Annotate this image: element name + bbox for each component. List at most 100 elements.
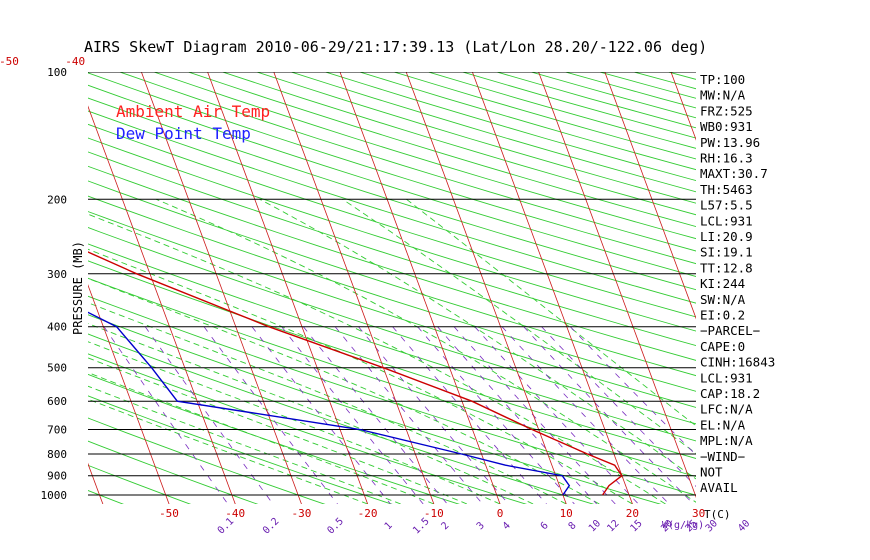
dry-adiabat — [88, 373, 460, 504]
bottom-temp-tick-label: -30 — [291, 507, 311, 520]
index-entry: LCL:931 — [700, 213, 753, 228]
dry-adiabat — [88, 417, 326, 504]
index-entry: LCL:931 — [700, 370, 753, 385]
chart-title: AIRS SkewT Diagram 2010-06-29/21:17:39.1… — [84, 38, 707, 56]
moist-adiabat — [88, 213, 666, 504]
stability-indices-panel: TP:100MW:N/AFRZ:525WB0:931PW:13.96RH:16.… — [700, 72, 775, 495]
mixing-ratio-tick-label: 12 — [605, 518, 621, 534]
index-entry: LI:20.9 — [700, 229, 753, 244]
mixing-ratio-line — [358, 326, 509, 504]
dry-adiabat — [563, 72, 696, 109]
moist-adiabat — [88, 341, 501, 504]
mixing-ratio-line — [474, 326, 639, 504]
mixing-ratio-unit: W(g/kg) — [662, 520, 704, 531]
dry-adiabat — [426, 72, 696, 149]
dry-adiabat — [88, 395, 393, 504]
dry-adiabat — [847, 0, 870, 513]
index-entry: AVAIL — [700, 480, 738, 495]
ambient-temp-line — [88, 251, 623, 496]
index-entry: CAP:18.2 — [700, 386, 760, 401]
pressure-tick-label: 200 — [47, 193, 67, 206]
isobars — [88, 72, 696, 496]
dry-adiabats — [0, 0, 870, 513]
index-entry: NOT — [700, 465, 723, 480]
dry-adiabat — [640, 0, 870, 513]
dry-adiabat — [88, 110, 696, 304]
moist-adiabat — [88, 277, 600, 504]
dry-adiabat — [88, 151, 696, 347]
mixing-ratio-line — [251, 326, 391, 504]
bottom-temp-tick-label: 0 — [497, 507, 504, 520]
index-entry: EI:0.2 — [700, 308, 745, 323]
index-entry: EL:N/A — [700, 417, 746, 432]
index-entry: PW:13.96 — [700, 135, 760, 150]
pressure-tick-label: 800 — [47, 448, 67, 461]
bottom-temp-tick-label: -50 — [159, 507, 179, 520]
index-entry: RH:16.3 — [700, 151, 753, 166]
index-entry: TH:5463 — [700, 182, 753, 197]
dry-adiabat — [0, 0, 9, 513]
bottom-temp-tick-label: -40 — [225, 507, 245, 520]
moist-adiabat — [88, 323, 534, 504]
y-axis-label: PRESSURE (MB) — [71, 241, 85, 335]
mixing-ratio-tick-label: 10 — [587, 518, 603, 534]
index-entry: LFC:N/A — [700, 402, 753, 417]
dry-adiabat — [88, 123, 696, 318]
isotherm — [0, 0, 40, 513]
index-entry: SI:19.1 — [700, 245, 753, 260]
mixing-ratio-line — [570, 326, 696, 456]
mixing-ratio-line — [203, 326, 338, 504]
dry-adiabat — [462, 0, 870, 513]
mixing-ratio-line — [144, 326, 274, 504]
pressure-tick-label: 300 — [47, 268, 67, 281]
pressure-tick-label: 400 — [47, 321, 67, 334]
isotherm — [88, 284, 170, 504]
dry-adiabat — [88, 84, 696, 277]
isotherm — [88, 105, 236, 504]
bottom-temp-tick-label: 10 — [560, 507, 573, 520]
bottom-temp-tick-label: 30 — [692, 507, 705, 520]
moist-adiabat — [88, 398, 368, 504]
mixing-ratio-tick-label: 1 — [383, 520, 395, 532]
bottom-temp-tick-label: -10 — [424, 507, 444, 520]
mixing-ratio-tick-label: 3 — [475, 520, 487, 532]
isotherms — [0, 0, 696, 513]
dewpoint-temp-line — [88, 311, 571, 496]
bottom-temp-tick-label: -20 — [358, 507, 378, 520]
mixing-ratio-lines — [103, 326, 696, 504]
pressure-tick-label: 500 — [47, 362, 67, 375]
dry-adiabat — [758, 0, 870, 513]
mixing-ratio-line — [501, 326, 670, 504]
index-entry: MPL:N/A — [700, 433, 753, 448]
pressure-tick-label: 100 — [47, 66, 67, 79]
index-entry: CINH:16843 — [700, 355, 775, 370]
dry-adiabat — [818, 0, 870, 513]
dry-adiabat — [88, 260, 696, 459]
dry-adiabat — [88, 165, 696, 361]
pressure-tick-label: 900 — [47, 470, 67, 483]
moist-adiabat — [88, 248, 633, 504]
index-entry: MAXT:30.7 — [700, 166, 768, 181]
index-entry: −WIND− — [700, 449, 745, 464]
dry-adiabat — [373, 0, 870, 513]
legend-ambient-air-temp: Ambient Air Temp — [116, 102, 270, 121]
isotherm — [405, 72, 567, 504]
bottom-axis-unit: T(C) — [704, 508, 731, 521]
isotherm — [207, 72, 369, 504]
plot-area — [0, 0, 870, 513]
top-temp-tick-label: -40 — [65, 55, 85, 68]
mixing-ratio-tick-label: 8 — [567, 520, 579, 532]
isotherm — [538, 72, 696, 498]
index-entry: TP:100 — [700, 72, 745, 87]
index-entry: WB0:931 — [700, 119, 753, 134]
pressure-tick-label: 1000 — [41, 489, 68, 502]
dry-adiabat — [632, 72, 696, 90]
mixing-ratio-tick-label: 15 — [628, 518, 644, 534]
index-entry: CAPE:0 — [700, 339, 745, 354]
mixing-ratio-tick-label: 6 — [539, 520, 551, 532]
mixing-ratio-line — [453, 326, 616, 504]
dry-adiabat — [88, 227, 696, 425]
dry-adiabat — [88, 295, 696, 496]
isotherm — [140, 72, 302, 504]
